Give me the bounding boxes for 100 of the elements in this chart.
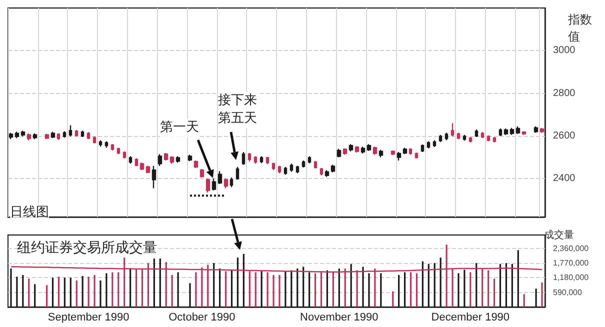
candlestick <box>342 148 348 156</box>
candlestick <box>510 127 514 136</box>
candlestick <box>194 160 198 169</box>
candlestick <box>296 165 300 174</box>
candlestick <box>414 152 418 159</box>
candlestick <box>456 132 460 140</box>
y-tick-label: 2800 <box>553 88 576 99</box>
candlestick <box>534 126 538 134</box>
candlestick <box>522 130 526 136</box>
candlestick <box>134 158 138 167</box>
candlestick <box>336 148 342 158</box>
candlestick <box>314 160 318 169</box>
candlestick <box>236 166 240 180</box>
candlestick <box>492 136 496 143</box>
candlestick <box>14 131 20 139</box>
candlestick <box>450 122 454 137</box>
x-tick-label: October 1990 <box>168 312 236 324</box>
chart-title: 纽约证券交易所成交量 <box>17 240 157 256</box>
candlestick <box>56 132 60 140</box>
y-tick-label: 2,360,000 <box>553 244 590 253</box>
candlestick <box>206 178 210 194</box>
candlestick <box>330 164 336 173</box>
candlestick <box>426 140 430 149</box>
candlestick <box>278 165 282 174</box>
candlestick <box>366 143 372 152</box>
candlestick <box>420 144 424 153</box>
candlestick <box>122 150 126 159</box>
x-tick-label: September 1990 <box>48 312 130 324</box>
candlestick <box>468 136 472 143</box>
candlestick <box>504 128 508 136</box>
candlestick <box>146 165 150 174</box>
y-tick-label: 590,000 <box>553 288 582 297</box>
candlestick <box>486 134 490 142</box>
candlestick <box>248 152 252 162</box>
candlestick <box>20 130 26 137</box>
candlestick <box>498 128 502 137</box>
candlestick <box>390 150 396 156</box>
y-axis-title: 指数值 <box>567 12 592 44</box>
candlestick <box>200 168 204 178</box>
candlestick <box>74 129 78 137</box>
candlestick <box>98 140 102 148</box>
annotation: 日线图 <box>10 204 49 222</box>
candlestick <box>116 147 120 155</box>
candlestick <box>218 170 222 185</box>
y-tick-label: 3000 <box>553 45 576 56</box>
annotation: 接下来第五天 <box>218 92 260 128</box>
candlestick <box>8 132 14 140</box>
candlestick <box>32 132 38 140</box>
candlestick <box>188 154 192 162</box>
candlestick <box>320 167 324 176</box>
y-tick-label: 1,180,000 <box>553 273 590 282</box>
candlestick <box>260 156 264 164</box>
candlestick <box>438 134 442 143</box>
candlestick <box>170 156 174 164</box>
y-tick-label: 1,770,000 <box>553 258 590 268</box>
candlestick <box>308 156 312 164</box>
candlestick <box>128 156 132 164</box>
candlestick <box>92 136 96 144</box>
candlestick <box>432 140 436 148</box>
candlestick <box>140 162 144 171</box>
candlestick <box>324 169 330 178</box>
candlestick <box>348 143 354 152</box>
candlestick <box>176 156 180 164</box>
annotation: 第一天 <box>160 119 199 137</box>
candlestick <box>86 132 90 140</box>
candlestick <box>254 156 258 164</box>
candlestick <box>158 153 162 166</box>
candlestick <box>444 132 448 141</box>
candlestick <box>164 152 168 162</box>
candlestick <box>272 162 276 171</box>
candlestick <box>354 146 360 154</box>
candlestick <box>104 140 108 148</box>
candlestick <box>480 132 484 139</box>
candlestick <box>396 151 402 162</box>
candlestick <box>540 127 544 134</box>
candlestick <box>242 151 246 166</box>
y-tick-label: 2600 <box>553 130 576 142</box>
candlestick <box>26 132 32 141</box>
candlestick <box>68 124 72 137</box>
candlestick <box>516 126 520 134</box>
x-tick-label: December 1990 <box>431 312 510 324</box>
candlestick <box>284 166 288 176</box>
candlestick <box>474 128 478 138</box>
candlestick <box>62 130 66 138</box>
candlestick <box>408 148 412 156</box>
candlestick <box>152 165 156 189</box>
candlestick <box>266 156 270 165</box>
candlestick <box>50 131 56 139</box>
candlestick <box>110 143 114 152</box>
candlestick <box>212 178 216 191</box>
candlestick <box>224 178 228 189</box>
y-tick-label: 2400 <box>553 173 576 184</box>
candlestick <box>80 130 84 138</box>
candlestick <box>462 134 466 142</box>
candlestick <box>290 163 294 172</box>
candlestick <box>402 147 408 155</box>
x-tick-label: November 1990 <box>300 312 378 324</box>
candlestick <box>44 133 50 140</box>
candlestick <box>360 146 366 154</box>
candlestick <box>372 146 378 156</box>
